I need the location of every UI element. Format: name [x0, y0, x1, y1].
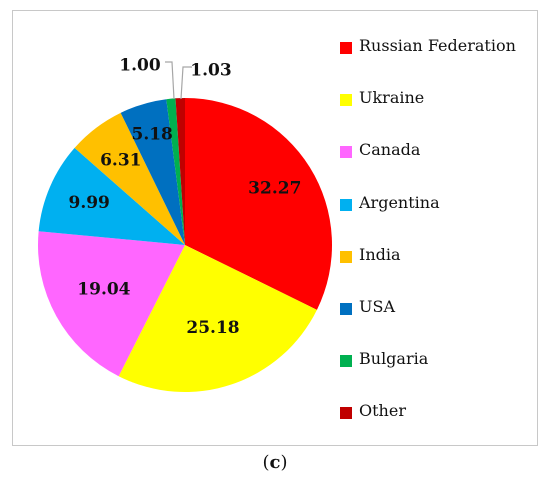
- legend-label: Canada: [359, 140, 421, 160]
- caption-open: (: [262, 452, 270, 473]
- leader-lines: [165, 61, 192, 100]
- slice-value-label: 5.18: [131, 125, 172, 145]
- legend-swatch: [340, 355, 352, 368]
- legend-swatch: [340, 198, 352, 211]
- legend-swatch: [340, 42, 352, 54]
- legend-label: Argentina: [359, 192, 440, 212]
- legend-label: USA: [359, 296, 395, 316]
- legend-label: Other: [359, 401, 406, 421]
- legend-swatch: [340, 94, 352, 107]
- legend-label: Russian Federation: [359, 36, 516, 55]
- pie-slice-bulgaria: [166, 98, 185, 245]
- slice-value-label: 9.99: [68, 193, 109, 213]
- legend-label: Bulgaria: [359, 349, 429, 369]
- legend-label: India: [359, 244, 401, 264]
- pie-slice-russian-federation: [185, 98, 333, 310]
- pie-slice-ukraine: [118, 245, 317, 393]
- chart-frame: [12, 10, 538, 446]
- slice-value-label: 19.04: [77, 279, 130, 299]
- pie-slice-usa: [120, 99, 185, 245]
- figure-caption: (c): [0, 452, 550, 473]
- legend-swatch: [340, 302, 352, 315]
- slice-value-label: 25.18: [186, 318, 239, 338]
- slice-value-label: 32.27: [248, 179, 301, 199]
- slice-value-label: 1.00: [119, 56, 161, 76]
- legend-label: Ukraine: [359, 88, 425, 108]
- pie-slice-other: [175, 98, 185, 245]
- legend-swatch: [340, 250, 352, 263]
- legend-swatch: [340, 146, 352, 159]
- caption-close: ): [280, 452, 288, 473]
- leader-line: [180, 66, 192, 100]
- pie-slice-canada: [37, 231, 185, 377]
- legend-swatch: [340, 407, 352, 420]
- leader-line: [165, 61, 175, 100]
- pie-slices: [37, 98, 333, 393]
- slice-value-label: 1.03: [190, 61, 231, 81]
- slice-value-label: 6.31: [100, 150, 141, 170]
- slice-labels: 32.27 25.18 19.04 9.99 6.31 5.18 1.00 1.03: [68, 56, 301, 339]
- pie-slice-india: [74, 112, 185, 245]
- pie-slice-argentina: [38, 147, 185, 245]
- caption-letter: c: [269, 452, 281, 473]
